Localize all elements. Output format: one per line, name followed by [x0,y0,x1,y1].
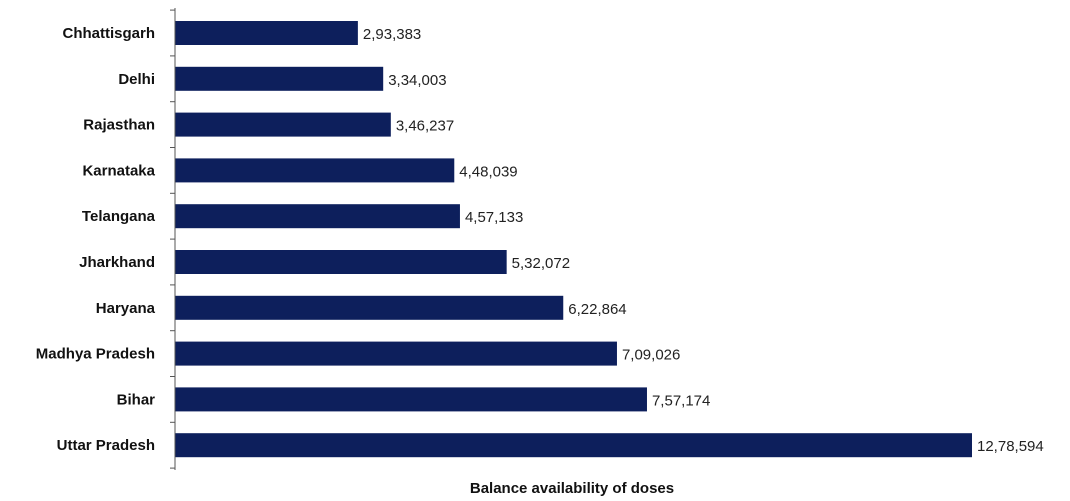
category-label: Chhattisgarh [62,25,155,42]
bar [175,341,617,366]
category-label: Bihar [117,391,156,408]
bar [175,21,358,45]
bar [175,204,460,229]
category-label: Delhi [118,71,155,88]
value-label: 2,93,383 [363,26,421,43]
category-label: Haryana [96,300,156,317]
value-label: 4,57,133 [465,209,523,226]
bar [175,387,647,412]
value-label: 4,48,039 [459,163,517,180]
bars-group [175,21,972,458]
x-axis-title: Balance availability of doses [470,480,674,497]
value-label: 5,32,072 [512,255,570,272]
bar [175,66,384,91]
value-labels: 2,93,383 3,34,003 3,46,237 4,48,039 4,57,133… [363,26,1044,455]
category-label: Telangana [82,208,156,225]
bar [175,295,564,320]
bar [175,112,391,137]
bar [175,158,455,183]
value-label: 7,09,026 [622,347,680,364]
category-labels: Chhattisgarh Delhi Rajasthan Karnataka Telan… [36,25,156,454]
y-axis-ticks [170,9,175,469]
value-label: 6,22,864 [568,301,626,318]
bar [175,250,507,274]
bar [175,433,972,458]
value-label: 12,78,594 [977,438,1044,455]
value-label: 3,34,003 [388,72,446,89]
category-label: Rajasthan [83,117,155,134]
value-label: 3,46,237 [396,118,454,135]
category-label: Madhya Pradesh [36,346,155,363]
category-label: Karnataka [82,162,155,179]
category-label: Jharkhand [79,254,155,271]
value-label: 7,57,174 [652,392,710,409]
category-label: Uttar Pradesh [57,437,155,454]
